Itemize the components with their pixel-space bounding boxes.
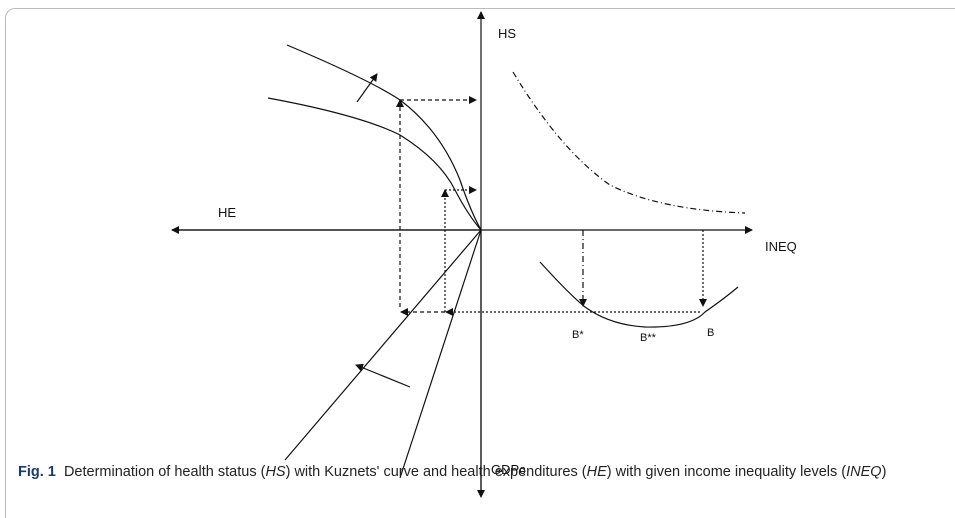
inner-curve <box>267 97 482 231</box>
dash-dot-curve <box>512 71 746 214</box>
caption: Fig. 1 Determination of health status (H… <box>18 462 938 483</box>
axis-label: INEQ <box>765 239 797 254</box>
point-label: B <box>707 327 714 339</box>
lower-line-outer <box>284 229 482 461</box>
caption-text: ) with Kuznets' curve and health expendi… <box>285 464 587 480</box>
lower-line-inner <box>399 229 482 479</box>
caption-abbr: INEQ <box>846 464 882 480</box>
axis-label: HE <box>218 205 236 220</box>
point-label: B** <box>640 332 657 344</box>
axis-label: HS <box>498 26 516 41</box>
kuznets-curve <box>539 261 739 328</box>
caption-label: Fig. 1 <box>18 464 56 480</box>
outer-curve <box>286 44 482 231</box>
point-label: B* <box>572 329 584 341</box>
caption-text: ) <box>881 464 887 480</box>
caption-abbr: HE <box>586 464 607 480</box>
caption-text: ) with given income inequality levels ( <box>606 464 847 480</box>
rotation-arrow <box>355 363 411 388</box>
figure-frame <box>5 8 955 518</box>
caption-text: Determination of health status ( <box>63 464 266 480</box>
axis-label: GDPc <box>491 462 526 477</box>
caption-abbr: HS <box>265 464 286 480</box>
shift-arrow <box>356 73 378 103</box>
